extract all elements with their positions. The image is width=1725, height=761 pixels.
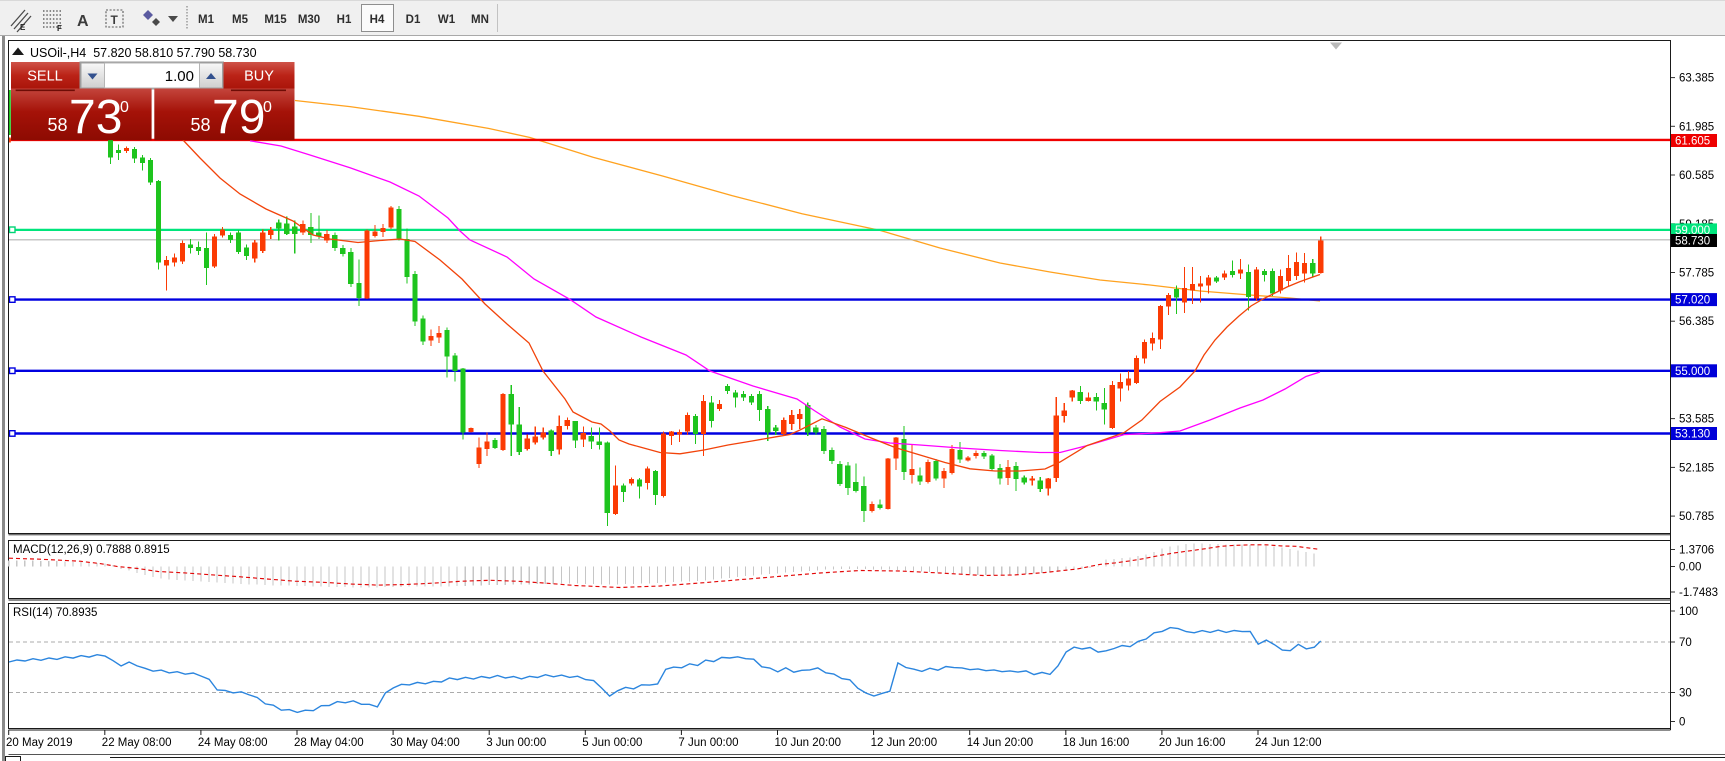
svg-text:57.020: 57.020 [1675,295,1710,307]
svg-text:58: 58 [190,115,210,135]
svg-text:M1: M1 [198,14,215,26]
svg-text:52.185: 52.185 [1679,462,1714,474]
svg-text:0: 0 [120,99,129,116]
svg-text:28 May 04:00: 28 May 04:00 [294,737,364,749]
svg-text:M15: M15 [264,14,287,26]
svg-text:56.385: 56.385 [1679,316,1714,328]
svg-text:53.130: 53.130 [1675,429,1710,441]
svg-text:M5: M5 [232,14,249,26]
svg-text:W1: W1 [438,14,456,26]
svg-text:0: 0 [263,99,272,116]
svg-text:SELL: SELL [27,69,62,85]
svg-text:79: 79 [212,91,265,144]
svg-text:12 Jun 20:00: 12 Jun 20:00 [871,737,938,749]
svg-text:D1: D1 [406,14,421,26]
svg-text:H4: H4 [370,14,385,26]
svg-text:20 Jun 16:00: 20 Jun 16:00 [1159,737,1226,749]
svg-text:0: 0 [1679,717,1685,729]
svg-text:57.785: 57.785 [1679,268,1714,280]
svg-text:10 Jun 20:00: 10 Jun 20:00 [775,737,842,749]
svg-text:58: 58 [47,115,67,135]
svg-text:73: 73 [69,91,122,144]
svg-text:3 Jun 00:00: 3 Jun 00:00 [486,737,546,749]
svg-text:E: E [20,23,26,32]
svg-text:1.00: 1.00 [165,68,194,85]
svg-text:-1.7483: -1.7483 [1679,587,1718,599]
svg-text:61.605: 61.605 [1675,136,1710,148]
svg-text:M30: M30 [298,14,320,26]
svg-text:61.985: 61.985 [1679,121,1714,133]
svg-text:H1: H1 [337,14,352,26]
svg-text:63.385: 63.385 [1679,73,1714,85]
svg-text:MN: MN [471,14,489,26]
svg-text:70: 70 [1679,637,1692,649]
svg-text:18 Jun 16:00: 18 Jun 16:00 [1063,737,1130,749]
svg-text:30 May 04:00: 30 May 04:00 [390,737,460,749]
svg-text:22 May 08:00: 22 May 08:00 [102,737,172,749]
svg-text:T: T [111,13,119,27]
svg-text:30: 30 [1679,688,1692,700]
svg-text:55.000: 55.000 [1675,366,1710,378]
svg-text:24 May 08:00: 24 May 08:00 [198,737,268,749]
svg-text:1.3706: 1.3706 [1679,545,1714,557]
svg-text:59.000: 59.000 [1675,225,1710,237]
svg-text:A: A [77,13,89,30]
svg-text:F: F [57,24,62,33]
svg-text:20 May 2019: 20 May 2019 [6,737,73,749]
svg-text:0.00: 0.00 [1679,562,1701,574]
svg-text:14 Jun 20:00: 14 Jun 20:00 [967,737,1034,749]
svg-text:100: 100 [1679,606,1698,618]
svg-text:60.585: 60.585 [1679,170,1714,182]
svg-text:58.730: 58.730 [1675,236,1710,248]
svg-text:USOil-,H4 57.820 58.810 57.79: USOil-,H4 57.820 58.810 57.790 58.730 [30,46,257,60]
svg-text:7 Jun 00:00: 7 Jun 00:00 [678,737,738,749]
svg-text:50.785: 50.785 [1679,511,1714,523]
svg-text:24 Jun 12:00: 24 Jun 12:00 [1255,737,1322,749]
svg-text:BUY: BUY [244,69,274,85]
svg-text:5 Jun 00:00: 5 Jun 00:00 [582,737,642,749]
svg-text:53.585: 53.585 [1679,414,1714,426]
svg-text:MACD(12,26,9) 0.7888 0.8915: MACD(12,26,9) 0.7888 0.8915 [13,544,170,556]
svg-text:RSI(14) 70.8935: RSI(14) 70.8935 [13,607,97,619]
